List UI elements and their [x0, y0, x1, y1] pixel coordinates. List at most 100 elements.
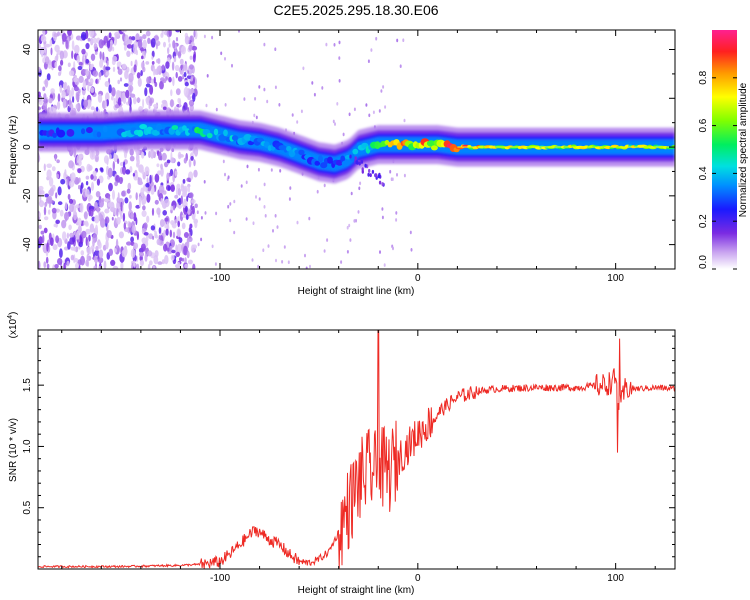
noise-speckle [186, 239, 190, 249]
noise-speckle [43, 93, 47, 101]
ridge-blob [56, 129, 66, 138]
ridge-blob [102, 126, 108, 133]
noise-speckle [141, 151, 145, 159]
noise-speckle [78, 75, 84, 83]
snr-series-line [38, 330, 675, 569]
noise-speckle [95, 224, 98, 235]
noise-speckle [56, 173, 60, 179]
noise-speckle [142, 39, 147, 50]
spectrogram-ticks: -100 0 100 40 20 0 -20 -40 [22, 30, 675, 284]
noise-speckle [196, 210, 199, 214]
noise-speckle [113, 97, 116, 106]
noise-speckle [353, 107, 356, 112]
noise-speckle [399, 64, 402, 68]
noise-speckle [112, 265, 119, 269]
noise-speckle [190, 204, 193, 211]
noise-speckle [381, 215, 384, 220]
noise-speckle [383, 263, 386, 267]
noise-speckle [90, 106, 95, 111]
noise-speckle [52, 244, 58, 251]
noise-speckle [71, 87, 74, 97]
noise-speckle [86, 246, 92, 255]
noise-speckle [181, 214, 187, 218]
noise-speckle [179, 211, 184, 222]
noise-speckle [149, 174, 152, 184]
noise-speckle [58, 65, 62, 72]
noise-speckle [155, 43, 158, 50]
noise-speckle [183, 86, 189, 97]
ridge-blob [375, 173, 378, 178]
ridge-blob [360, 159, 364, 164]
noise-speckle [43, 163, 46, 171]
noise-speckle [89, 208, 94, 217]
noise-speckle [156, 66, 159, 75]
noise-speckle [125, 169, 131, 175]
x-tick-label: -100 [210, 273, 230, 284]
noise-speckle [238, 30, 240, 33]
noise-speckle [348, 112, 351, 117]
noise-speckle [40, 35, 47, 43]
noise-speckle [152, 235, 155, 240]
noise-speckle [224, 172, 226, 177]
noise-speckle [409, 230, 412, 235]
noise-speckle [157, 58, 161, 65]
noise-speckle [156, 207, 161, 215]
noise-speckle [194, 220, 198, 229]
noise-speckle [263, 42, 266, 47]
noise-speckle [350, 191, 353, 196]
noise-speckle [323, 183, 326, 188]
noise-speckle [75, 204, 80, 209]
noise-speckle [61, 91, 66, 99]
noise-speckle [157, 170, 162, 175]
noise-speckle [170, 184, 175, 192]
noise-speckle [158, 151, 162, 161]
noise-speckle [187, 185, 191, 193]
noise-speckle [266, 99, 269, 104]
y-tick-label: 0 [22, 144, 33, 150]
noise-speckle [243, 97, 246, 101]
noise-speckle [263, 205, 266, 209]
noise-speckle [166, 159, 171, 164]
noise-speckle [91, 181, 94, 191]
noise-speckle [50, 237, 54, 247]
noise-speckle [69, 236, 75, 245]
noise-speckle [108, 84, 112, 94]
snr-panel: -100 0 100 1.5 1.0 0.5 Height of straight lin… [7, 312, 676, 596]
noise-speckle [188, 88, 195, 95]
noise-speckle [68, 98, 72, 108]
noise-speckle [90, 37, 94, 46]
noise-speckle [92, 239, 95, 247]
noise-speckle [375, 36, 378, 41]
noise-speckle [93, 175, 97, 181]
spectrogram-x-label: Height of straight line (km) [298, 286, 415, 297]
noise-speckle [38, 236, 43, 245]
ridge-blob [171, 125, 179, 130]
noise-speckle [147, 250, 153, 257]
noise-speckle [231, 63, 233, 68]
noise-speckle [141, 55, 144, 60]
noise-speckle [189, 223, 193, 229]
noise-speckle [182, 187, 187, 196]
noise-speckle [368, 113, 371, 118]
noise-speckle [188, 44, 193, 51]
noise-speckle [381, 207, 384, 211]
noise-speckle [157, 261, 163, 265]
noise-speckle [93, 43, 98, 50]
noise-speckle [142, 205, 146, 211]
noise-speckle [245, 180, 248, 185]
noise-speckle [175, 244, 178, 253]
noise-speckle [70, 254, 75, 261]
noise-speckle [342, 132, 345, 137]
noise-speckle [144, 166, 150, 176]
noise-speckle [274, 85, 277, 90]
noise-speckle [62, 98, 67, 109]
noise-speckle [164, 217, 169, 222]
noise-speckle [142, 98, 145, 109]
noise-speckle [214, 262, 217, 266]
noise-speckle [71, 50, 74, 59]
noise-speckle [124, 197, 129, 204]
noise-speckle [146, 76, 151, 84]
noise-speckle [124, 70, 129, 80]
noise-speckle [153, 76, 156, 84]
noise-speckle [146, 215, 150, 223]
